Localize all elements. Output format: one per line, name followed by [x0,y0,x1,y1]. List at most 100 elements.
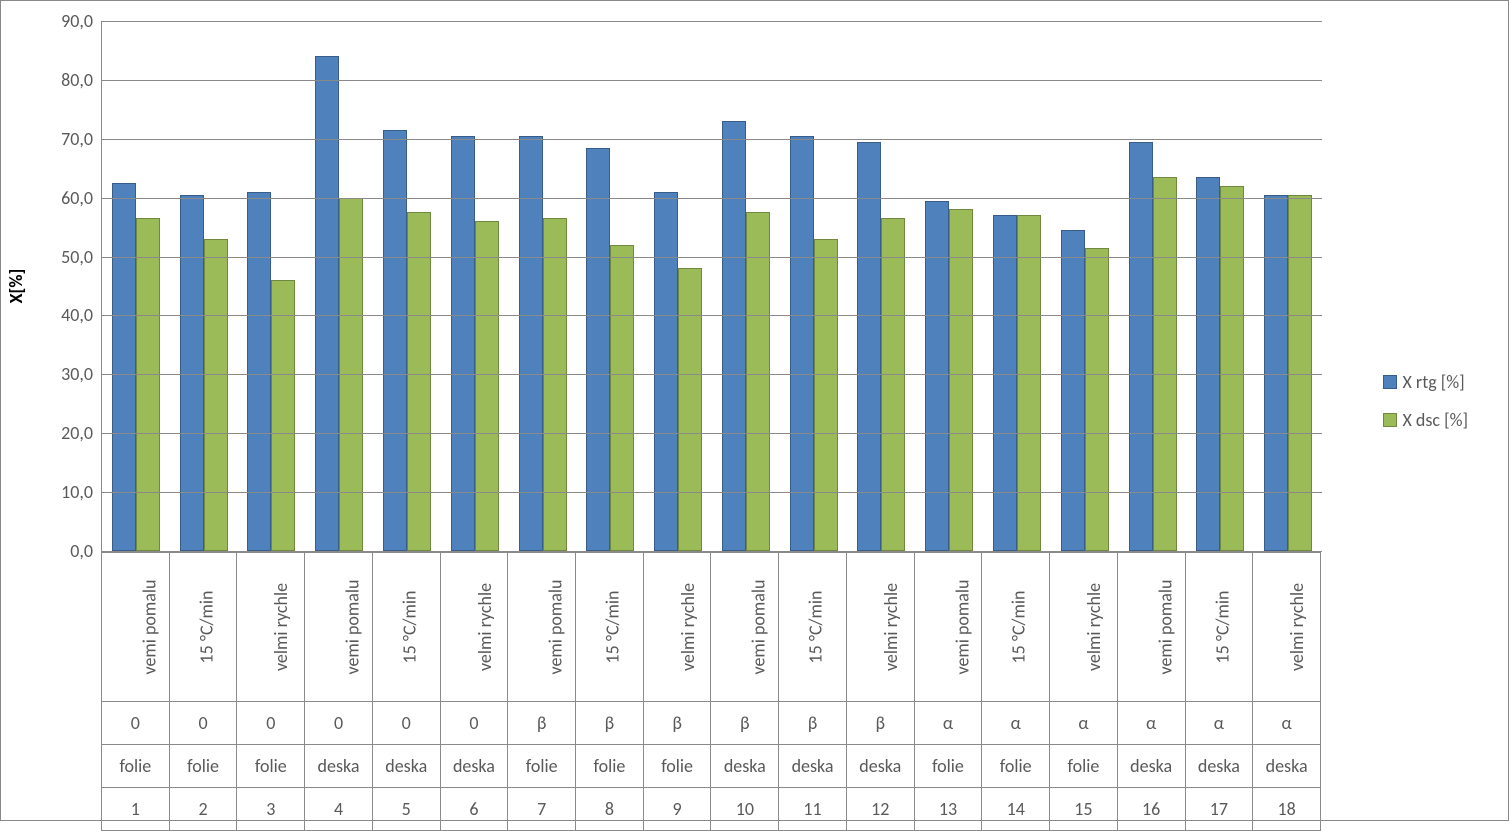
category-cell: velmi rychle [237,553,305,702]
plot-area [101,21,1322,552]
bar [271,280,295,551]
bar [881,218,905,551]
bar-group [247,192,295,551]
legend-swatch [1383,375,1397,389]
bar [586,148,610,551]
bar-group [1196,177,1244,551]
category-cell: α [1185,702,1253,745]
category-cell: 9 [643,788,711,831]
bar [1264,195,1288,551]
category-cell: deska [440,745,508,788]
bar [136,218,160,551]
bar-group [112,183,160,551]
category-cell: α [1050,702,1118,745]
category-cell: deska [305,745,373,788]
category-cell: folie [982,745,1050,788]
bar [1017,215,1041,551]
category-cell: vemi pomalu [711,553,779,702]
bar-group [722,121,770,551]
bar-group [586,148,634,551]
category-cell: 15 °C/min [372,553,440,702]
bar [407,212,431,551]
category-cell: 0 [440,702,508,745]
category-cell: vemi pomalu [1117,553,1185,702]
category-cell: 15 °C/min [779,553,847,702]
category-cell: 10 [711,788,779,831]
category-cell: folie [914,745,982,788]
category-cell: folie [1050,745,1118,788]
category-cell: α [914,702,982,745]
category-cell: 4 [305,788,373,831]
category-cell: vemi pomalu [305,553,373,702]
category-cell: folie [508,745,576,788]
category-cell: velmi rychle [643,553,711,702]
y-tick-label: 20,0 [43,422,93,444]
category-cell: deska [1253,745,1321,788]
category-cell: velmi rychle [846,553,914,702]
category-cell: β [508,702,576,745]
bar-group [857,142,905,551]
y-tick-label: 40,0 [43,304,93,326]
bar-group [180,195,228,551]
category-cell: 13 [914,788,982,831]
category-cell: 1 [102,788,170,831]
category-cell: 17 [1185,788,1253,831]
category-cell: deska [779,745,847,788]
bar-group [1264,195,1312,551]
category-cell: 15 °C/min [169,553,237,702]
category-cell: 0 [305,702,373,745]
bar-group [993,215,1041,551]
category-cell: β [846,702,914,745]
category-cell: deska [1185,745,1253,788]
gridline [102,433,1322,434]
y-tick-label: 70,0 [43,128,93,150]
bar [746,212,770,551]
category-cell: 3 [237,788,305,831]
category-cell: deska [846,745,914,788]
category-cell: α [982,702,1050,745]
category-cell: 16 [1117,788,1185,831]
category-cell: 15 [1050,788,1118,831]
category-cell: 15 °C/min [576,553,644,702]
category-cell: vemi pomalu [914,553,982,702]
gridline [102,198,1322,199]
bar [1196,177,1220,551]
gridline [102,80,1322,81]
bar [654,192,678,551]
category-cell: folie [576,745,644,788]
gridline [102,492,1322,493]
category-cell: 0 [169,702,237,745]
bar [1153,177,1177,551]
y-tick-label: 90,0 [43,10,93,32]
bar-group [654,192,702,551]
gridline [102,257,1322,258]
bar-group [315,56,363,551]
y-tick-label: 80,0 [43,69,93,91]
bar [1061,230,1085,551]
category-cell: vemi pomalu [102,553,170,702]
y-tick-label: 60,0 [43,187,93,209]
legend-label: X rtg [%] [1403,371,1465,393]
category-cell: 0 [237,702,305,745]
category-cell: 0 [102,702,170,745]
category-cell: 18 [1253,788,1321,831]
category-table: vemi pomalu15 °C/minvelmi rychlevemi pom… [101,552,1321,831]
bar-group [925,201,973,551]
legend-item: X rtg [%] [1383,371,1469,393]
x-axis: vemi pomalu15 °C/minvelmi rychlevemi pom… [101,551,1321,831]
category-cell: 8 [576,788,644,831]
bar [204,239,228,551]
category-cell: deska [1117,745,1185,788]
legend: X rtg [%] X dsc [%] [1383,371,1469,447]
bar [475,221,499,551]
bar [315,56,339,551]
category-cell: velmi rychle [1253,553,1321,702]
category-cell: 12 [846,788,914,831]
category-cell: α [1253,702,1321,745]
bar-group [1129,142,1177,551]
category-cell: vemi pomalu [508,553,576,702]
legend-label: X dsc [%] [1403,409,1469,431]
category-cell: 15 °C/min [982,553,1050,702]
bar [543,218,567,551]
category-cell: folie [643,745,711,788]
